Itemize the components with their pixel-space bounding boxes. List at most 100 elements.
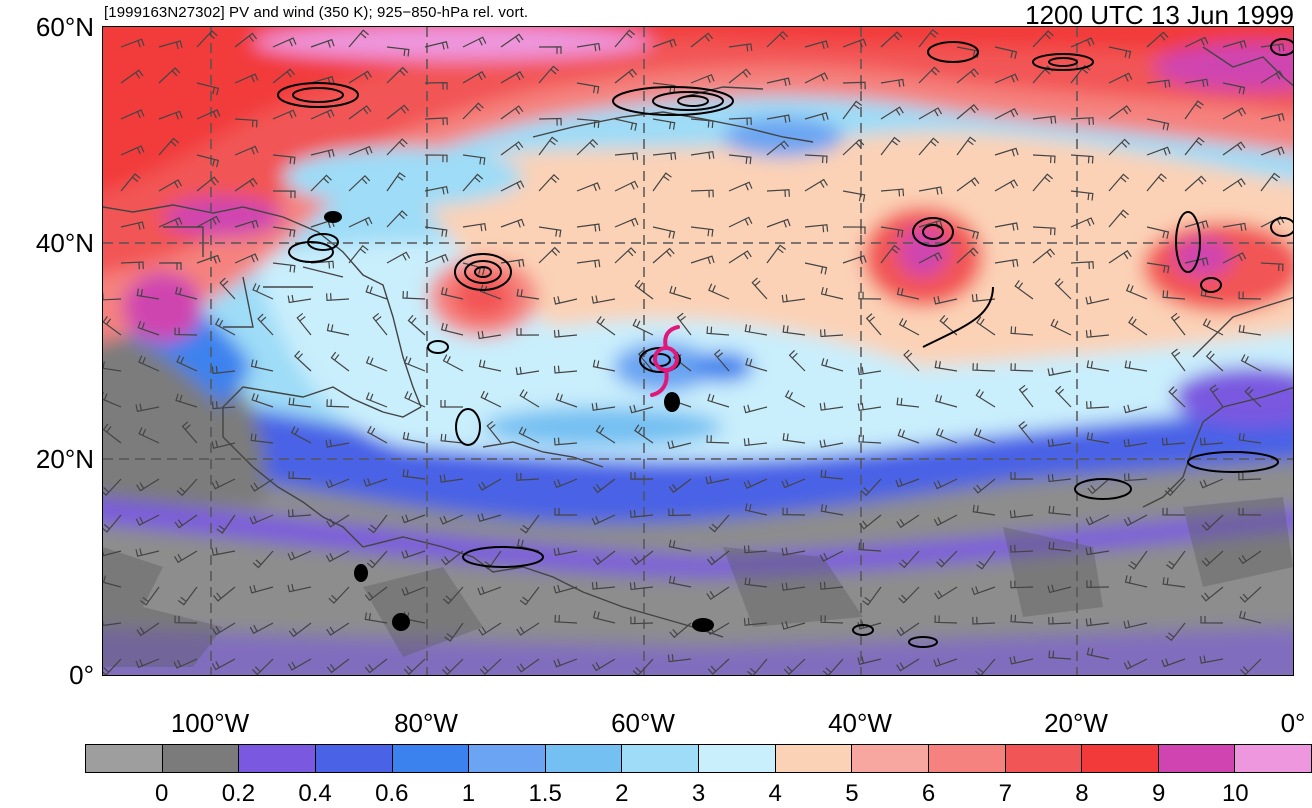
wind-barb [728,68,752,84]
wind-barb [591,581,616,590]
wind-barb [136,288,160,300]
wind-barb [328,586,350,604]
wind-barb [652,247,675,264]
wind-barb [1222,82,1246,95]
wind-barb [140,586,160,606]
wind-barb [1108,173,1130,192]
wind-barb [1108,72,1133,84]
wind-barb [213,586,236,602]
wind-barb [211,401,236,410]
wind-barb [897,428,920,444]
wind-barb [956,247,979,264]
wind-barb [1128,550,1148,570]
lat-label-20n: 20°N [35,444,94,474]
wind-barb [424,82,448,90]
wind-barb [249,514,274,525]
wind-barb [386,138,408,156]
wind-barb [781,547,806,556]
wind-barb [971,586,996,596]
wind-barb [820,615,844,624]
wind-barb [690,226,714,237]
wind-barb [956,136,977,156]
wind-barb [1032,248,1056,264]
wind-barb [898,550,920,569]
wind-barb [348,216,373,228]
wind-barb [1032,226,1056,236]
wind-barb [895,478,920,488]
wind-barb [880,188,905,197]
wind-barb [1070,154,1094,164]
wind-barb [500,71,525,84]
wind-barb [918,186,943,195]
wind-barb [500,105,524,120]
wind-barb [402,291,426,300]
wind-barb [211,658,236,671]
wind-barb [1222,177,1246,192]
wind-barb [1070,261,1094,270]
wind-barb [1018,421,1034,444]
wind-barb [728,181,753,192]
colorbar-label: 0.2 [221,780,256,807]
wind-barb [249,584,274,594]
wind-barb [652,226,676,239]
wind-barb [690,150,715,160]
wind-barb [784,390,806,408]
wind-barb [519,389,540,408]
colorbar-swatch [239,745,316,772]
wind-barb [500,141,524,156]
wind-barb [713,349,730,372]
wind-barb [634,424,654,444]
wind-barb [859,514,882,530]
wind-barb [500,33,524,48]
wind-barb [896,514,920,529]
wind-barb [804,112,829,121]
wind-barb [401,514,426,524]
wind-barb [1085,329,1110,338]
wind-barb [820,286,844,300]
wind-barb [744,577,768,588]
colorbar-swatch [928,745,1006,772]
wind-barb [1128,316,1148,336]
wind-barb [743,478,768,490]
wind-barb [174,615,198,624]
wind-barb [1164,478,1186,497]
wind-barb [690,255,715,265]
wind-barb [1162,290,1186,300]
wind-barb [196,82,220,96]
wind-barb [1070,217,1095,228]
wind-barb [705,475,730,485]
wind-barb [500,258,525,268]
wind-barb [956,177,980,192]
wind-barb [553,329,578,338]
lon-label-100w: 100°W [170,708,250,738]
wind-barb [1199,437,1224,446]
wind-barb [120,69,144,84]
wind-barb [1244,386,1262,408]
wind-barb [743,438,768,447]
wind-barb [652,38,677,48]
wind-barb [614,247,637,264]
wind-barb [669,622,692,639]
wind-barb [1146,226,1170,239]
wind-barb [629,582,654,591]
wind-barb [934,586,958,600]
wind-barb [667,440,692,450]
wind-barb [744,324,768,336]
wind-barb [630,472,654,480]
wind-barb [1240,354,1262,372]
wind-barb [1238,432,1262,444]
wind-barb [956,226,980,240]
wind-barb [1086,401,1110,409]
wind-barb [1209,384,1224,408]
lon-label-20w: 20°W [1044,708,1108,738]
wind-barb [478,622,502,636]
wind-barb [1010,580,1034,589]
wind-barb [404,391,426,408]
wind-barb [553,478,578,489]
wind-barb [538,173,560,192]
wind-barb [158,67,181,84]
wind-barb [138,427,160,444]
wind-barb [706,586,730,601]
wind-barb [251,393,274,408]
wind-barb [367,514,388,534]
